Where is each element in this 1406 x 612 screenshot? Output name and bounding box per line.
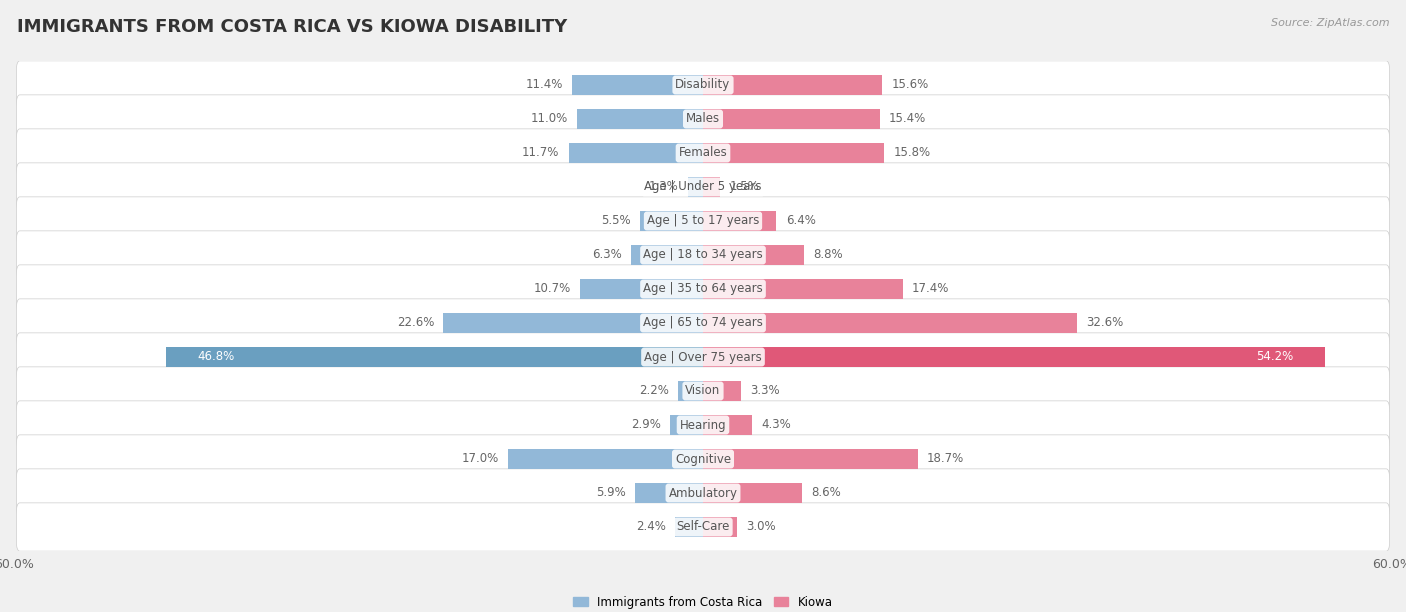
FancyBboxPatch shape bbox=[17, 503, 1389, 551]
Bar bbox=[703, 517, 738, 537]
Text: 17.4%: 17.4% bbox=[912, 283, 949, 296]
Bar bbox=[678, 381, 703, 401]
Text: Males: Males bbox=[686, 113, 720, 125]
Text: 4.3%: 4.3% bbox=[762, 419, 792, 431]
Text: Disability: Disability bbox=[675, 78, 731, 92]
Text: 2.9%: 2.9% bbox=[631, 419, 661, 431]
Text: 2.4%: 2.4% bbox=[637, 520, 666, 534]
Text: 3.3%: 3.3% bbox=[749, 384, 780, 398]
Bar bbox=[640, 211, 703, 231]
Text: 54.2%: 54.2% bbox=[1256, 351, 1294, 364]
Text: Ambulatory: Ambulatory bbox=[668, 487, 738, 499]
Bar bbox=[703, 75, 882, 95]
Text: 6.4%: 6.4% bbox=[786, 214, 815, 228]
Bar bbox=[576, 109, 703, 129]
Bar bbox=[631, 245, 703, 265]
Text: 10.7%: 10.7% bbox=[534, 283, 571, 296]
FancyBboxPatch shape bbox=[17, 231, 1389, 279]
Text: 6.3%: 6.3% bbox=[592, 248, 621, 261]
Text: 8.6%: 8.6% bbox=[811, 487, 841, 499]
FancyBboxPatch shape bbox=[17, 435, 1389, 483]
Text: 8.8%: 8.8% bbox=[813, 248, 842, 261]
Text: 11.4%: 11.4% bbox=[526, 78, 562, 92]
Text: 3.0%: 3.0% bbox=[747, 520, 776, 534]
Bar bbox=[688, 177, 703, 197]
FancyBboxPatch shape bbox=[17, 61, 1389, 109]
Bar bbox=[675, 517, 703, 537]
Text: IMMIGRANTS FROM COSTA RICA VS KIOWA DISABILITY: IMMIGRANTS FROM COSTA RICA VS KIOWA DISA… bbox=[17, 18, 567, 36]
FancyBboxPatch shape bbox=[17, 197, 1389, 245]
FancyBboxPatch shape bbox=[17, 95, 1389, 143]
Bar bbox=[703, 449, 918, 469]
Bar bbox=[572, 75, 703, 95]
Text: 15.4%: 15.4% bbox=[889, 113, 927, 125]
Bar bbox=[669, 415, 703, 435]
Text: 2.2%: 2.2% bbox=[638, 384, 669, 398]
Text: Hearing: Hearing bbox=[679, 419, 727, 431]
Text: Source: ZipAtlas.com: Source: ZipAtlas.com bbox=[1271, 18, 1389, 28]
Text: Self-Care: Self-Care bbox=[676, 520, 730, 534]
Text: Age | Over 75 years: Age | Over 75 years bbox=[644, 351, 762, 364]
Text: Age | 35 to 64 years: Age | 35 to 64 years bbox=[643, 283, 763, 296]
Text: 5.5%: 5.5% bbox=[600, 214, 631, 228]
Bar bbox=[703, 381, 741, 401]
Bar bbox=[703, 279, 903, 299]
Bar bbox=[703, 177, 720, 197]
Text: 5.9%: 5.9% bbox=[596, 487, 626, 499]
Bar bbox=[568, 143, 703, 163]
FancyBboxPatch shape bbox=[17, 163, 1389, 211]
FancyBboxPatch shape bbox=[17, 367, 1389, 415]
Bar bbox=[703, 245, 804, 265]
Bar bbox=[703, 483, 801, 503]
Text: 22.6%: 22.6% bbox=[396, 316, 434, 329]
Text: 11.0%: 11.0% bbox=[530, 113, 568, 125]
Bar bbox=[703, 211, 776, 231]
FancyBboxPatch shape bbox=[17, 299, 1389, 347]
Text: 11.7%: 11.7% bbox=[522, 146, 560, 160]
Text: Cognitive: Cognitive bbox=[675, 452, 731, 466]
Text: Vision: Vision bbox=[685, 384, 721, 398]
Text: 18.7%: 18.7% bbox=[927, 452, 965, 466]
Bar bbox=[508, 449, 703, 469]
Text: Age | 65 to 74 years: Age | 65 to 74 years bbox=[643, 316, 763, 329]
Bar bbox=[166, 347, 703, 367]
Text: 17.0%: 17.0% bbox=[461, 452, 499, 466]
Text: 15.8%: 15.8% bbox=[894, 146, 931, 160]
FancyBboxPatch shape bbox=[17, 265, 1389, 313]
Bar bbox=[581, 279, 703, 299]
Text: 1.3%: 1.3% bbox=[650, 181, 679, 193]
Text: Age | Under 5 years: Age | Under 5 years bbox=[644, 181, 762, 193]
Bar bbox=[703, 109, 880, 129]
Text: Age | 5 to 17 years: Age | 5 to 17 years bbox=[647, 214, 759, 228]
FancyBboxPatch shape bbox=[17, 469, 1389, 517]
Bar bbox=[703, 347, 1326, 367]
Text: Females: Females bbox=[679, 146, 727, 160]
Bar bbox=[443, 313, 703, 333]
Bar bbox=[636, 483, 703, 503]
Legend: Immigrants from Costa Rica, Kiowa: Immigrants from Costa Rica, Kiowa bbox=[574, 595, 832, 608]
Text: 15.6%: 15.6% bbox=[891, 78, 928, 92]
FancyBboxPatch shape bbox=[17, 129, 1389, 177]
Text: Age | 18 to 34 years: Age | 18 to 34 years bbox=[643, 248, 763, 261]
Bar bbox=[703, 143, 884, 163]
Text: 1.5%: 1.5% bbox=[730, 181, 759, 193]
FancyBboxPatch shape bbox=[17, 401, 1389, 449]
Text: 46.8%: 46.8% bbox=[198, 351, 235, 364]
Bar bbox=[703, 313, 1077, 333]
Bar bbox=[703, 415, 752, 435]
FancyBboxPatch shape bbox=[17, 333, 1389, 381]
Text: 32.6%: 32.6% bbox=[1087, 316, 1123, 329]
